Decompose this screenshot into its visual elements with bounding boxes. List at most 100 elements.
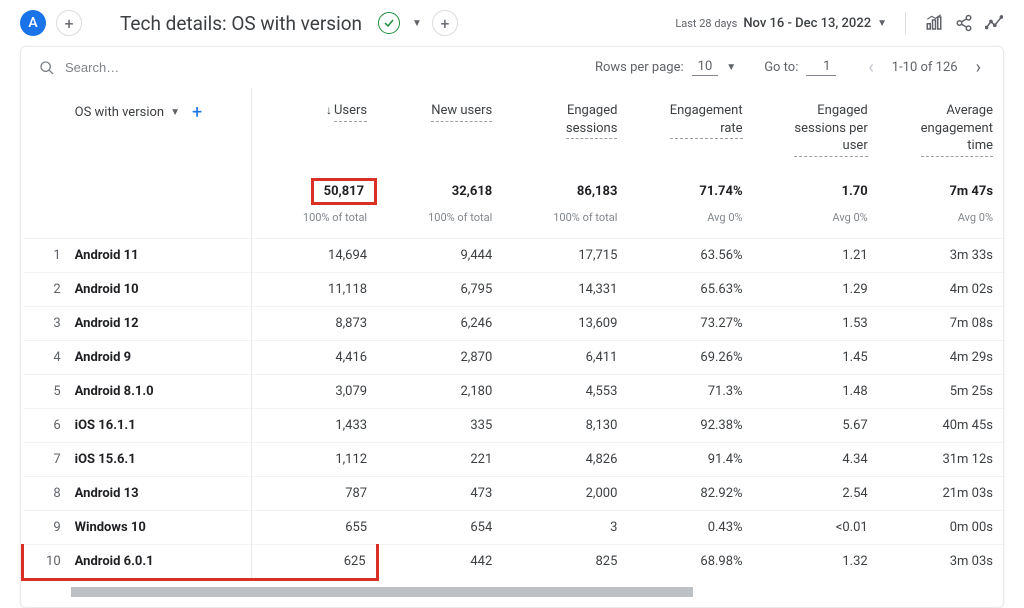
explore-icon[interactable] (984, 13, 1004, 33)
column-header-avg-engagement-time[interactable]: Averageengagementtime (878, 88, 1003, 165)
goto-label: Go to: (764, 60, 798, 75)
metric-cell: 3m 03s (878, 544, 1003, 579)
row-index: 4 (23, 340, 75, 374)
goto-page[interactable]: Go to: 1 (764, 59, 836, 76)
subtotal-value: 100% of total (377, 211, 502, 239)
metric-cell: 1.45 (753, 340, 878, 374)
metric-cell: 73.27% (627, 306, 752, 340)
metric-cell: 787 (252, 476, 377, 510)
metric-cell: 63.56% (627, 238, 752, 272)
add-dimension-button[interactable]: + (192, 102, 202, 123)
row-index: 5 (23, 374, 75, 408)
metric-cell: 4.34 (753, 442, 878, 476)
column-header-engagement-rate[interactable]: Engagementrate (627, 88, 752, 165)
row-index: 1 (23, 238, 75, 272)
add-report-button[interactable]: + (432, 10, 458, 36)
dimension-header[interactable]: OS with version ▼ + (75, 88, 252, 165)
search-input[interactable] (65, 60, 265, 75)
metric-cell: 655 (252, 510, 377, 544)
metric-cell: 17,715 (502, 238, 627, 272)
dimension-cell: iOS 15.6.1 (75, 442, 252, 476)
metric-cell: 13,609 (502, 306, 627, 340)
report-verified-icon[interactable] (378, 12, 400, 34)
subtotal-value: Avg 0% (627, 211, 752, 239)
row-index: 10 (23, 544, 75, 579)
dimension-label: OS with version (75, 105, 164, 120)
column-header-engaged-sessions[interactable]: Engagedsessions (502, 88, 627, 165)
metric-cell: 7m 08s (878, 306, 1003, 340)
table-wrap: OS with version ▼ + ↓Users New users Eng… (21, 88, 1003, 581)
dimension-cell: Android 10 (75, 272, 252, 306)
metric-cell: 14,694 (252, 238, 377, 272)
subtotal-value: Avg 0% (878, 211, 1003, 239)
metric-cell: 4m 02s (878, 272, 1003, 306)
metric-cell: 2,870 (377, 340, 502, 374)
table-row[interactable]: 1Android 1114,6949,44417,71563.56%1.213m… (23, 238, 1004, 272)
metric-cell: 825 (502, 544, 627, 579)
table-row[interactable]: 3Android 128,8736,24613,60973.27%1.537m … (23, 306, 1004, 340)
row-index: 7 (23, 442, 75, 476)
metric-cell: 8,130 (502, 408, 627, 442)
metric-cell: 6,411 (502, 340, 627, 374)
metric-cell: 14,331 (502, 272, 627, 306)
metric-cell: 3 (502, 510, 627, 544)
search-wrap (39, 60, 595, 76)
date-range-label: Last 28 days (675, 17, 737, 30)
table-row[interactable]: 4Android 94,4162,8706,41169.26%1.454m 29… (23, 340, 1004, 374)
horizontal-scrollbar-thumb[interactable] (71, 587, 693, 597)
total-value: 7m 47s (878, 165, 1003, 211)
column-label: Engagementrate (670, 102, 743, 139)
metric-cell: <0.01 (753, 510, 878, 544)
account-avatar[interactable]: A (20, 10, 46, 36)
page-range: 1-10 of 126 (892, 60, 958, 75)
next-page-button[interactable]: › (972, 57, 985, 78)
metric-cell: 31m 12s (878, 442, 1003, 476)
table-row[interactable]: 6iOS 16.1.11,4333358,13092.38%5.6740m 45… (23, 408, 1004, 442)
metric-cell: 1.48 (753, 374, 878, 408)
report-dropdown-icon[interactable]: ▼ (412, 18, 422, 29)
dimension-cell: Android 11 (75, 238, 252, 272)
row-index: 6 (23, 408, 75, 442)
dimension-cell: Android 13 (75, 476, 252, 510)
total-value: 32,618 (377, 165, 502, 211)
rows-per-page[interactable]: Rows per page: 10 ▼ (595, 59, 736, 76)
column-header-sessions-per-user[interactable]: Engagedsessions peruser (753, 88, 878, 165)
metric-cell: 21m 03s (878, 476, 1003, 510)
table-row[interactable]: 10Android 6.0.162544282568.98%1.323m 03s (23, 544, 1004, 579)
table-row[interactable]: 2Android 1011,1186,79514,33165.63%1.294m… (23, 272, 1004, 306)
table-row[interactable]: 8Android 137874732,00082.92%2.5421m 03s (23, 476, 1004, 510)
metric-cell: 0m 00s (878, 510, 1003, 544)
chevron-down-icon: ▼ (170, 107, 180, 118)
metric-cell: 3,079 (252, 374, 377, 408)
table-row[interactable]: 7iOS 15.6.11,1122214,82691.4%4.3431m 12s (23, 442, 1004, 476)
insights-icon[interactable] (924, 13, 944, 33)
metric-cell: 11,118 (252, 272, 377, 306)
metric-cell: 2.54 (753, 476, 878, 510)
metric-cell: 5.67 (753, 408, 878, 442)
prev-page-button[interactable]: ‹ (864, 57, 877, 78)
metric-cell: 625 (252, 544, 377, 579)
column-label: Users (334, 102, 367, 122)
add-account-button[interactable]: + (56, 10, 82, 36)
dimension-cell: Android 6.0.1 (75, 544, 252, 579)
column-label: Engagedsessions (566, 102, 618, 139)
metric-cell: 221 (377, 442, 502, 476)
table-row[interactable]: 5Android 8.1.03,0792,1804,55371.3%1.485m… (23, 374, 1004, 408)
dimension-cell: Android 9 (75, 340, 252, 374)
chevron-down-icon: ▼ (726, 62, 736, 73)
metric-cell: 6,246 (377, 306, 502, 340)
metric-cell: 68.98% (627, 544, 752, 579)
column-header-new-users[interactable]: New users (377, 88, 502, 165)
column-header-users[interactable]: ↓Users (252, 88, 377, 165)
metric-cell: 9,444 (377, 238, 502, 272)
data-table: OS with version ▼ + ↓Users New users Eng… (21, 88, 1003, 581)
date-range-picker[interactable]: Last 28 days Nov 16 - Dec 13, 2022 ▼ (675, 16, 887, 31)
row-index: 3 (23, 306, 75, 340)
table-row[interactable]: 9Windows 1065565430.43%<0.010m 00s (23, 510, 1004, 544)
share-icon[interactable] (954, 13, 974, 33)
horizontal-scrollbar-track[interactable] (71, 587, 985, 597)
totals-row: 50,817 32,618 86,183 71.74% 1.70 7m 47s (23, 165, 1004, 211)
subtotal-value: Avg 0% (753, 211, 878, 239)
metric-cell: 2,180 (377, 374, 502, 408)
column-label: New users (431, 102, 492, 122)
